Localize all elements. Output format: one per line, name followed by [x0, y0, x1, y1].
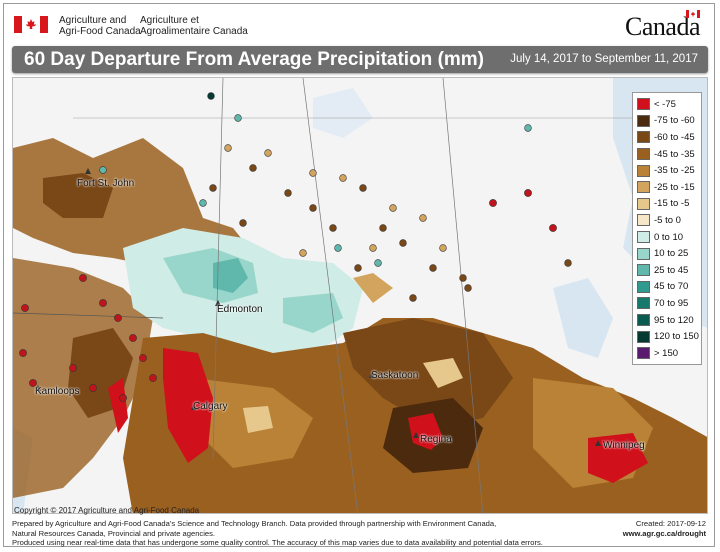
legend-item: 120 to 150 — [637, 328, 699, 345]
place-label: Edmonton — [217, 304, 263, 315]
legend-swatch — [637, 330, 650, 343]
legend-swatch — [637, 197, 650, 210]
legend-item: < -75 — [637, 96, 698, 113]
legend-swatch — [637, 231, 650, 244]
legend-label: 120 to 150 — [654, 331, 699, 343]
date-range: July 14, 2017 to September 11, 2017 — [510, 53, 698, 65]
legend-swatch — [637, 297, 650, 310]
legend-item: 70 to 95 — [637, 295, 698, 312]
footer-meta: Created: 2017-09-12 www.agr.gc.ca/drough… — [623, 519, 706, 538]
footer-line: Natural Resources Canada, Provincial and… — [12, 528, 216, 538]
legend-swatch — [637, 98, 650, 111]
legend-swatch — [637, 114, 650, 127]
place-label: Kamloops — [35, 386, 80, 397]
map-canvas — [13, 78, 707, 513]
agency-en-line1: Agriculture and — [59, 15, 127, 26]
website-link[interactable]: www.agr.gc.ca/drought — [622, 528, 706, 538]
legend: < -75 -75 to -60 -60 to -45 -45 to -35 -… — [632, 92, 702, 365]
legend-item: 25 to 45 — [637, 262, 698, 279]
map-frame: Agriculture and Agri-Food Canada Agricul… — [3, 3, 715, 547]
legend-label: -45 to -35 — [654, 148, 695, 160]
precipitation-map: Fort St. John Edmonton Kamloops Calgary … — [12, 77, 708, 514]
legend-label: > 150 — [654, 347, 679, 359]
legend-label: 95 to 120 — [654, 314, 694, 326]
legend-label: -5 to 0 — [654, 214, 681, 226]
legend-swatch — [637, 131, 650, 144]
legend-label: -75 to -60 — [654, 115, 695, 127]
copyright-notice: Copyright © 2017 Agriculture and Agri-Fo… — [14, 506, 200, 515]
title-bar: 60 Day Departure From Average Precipitat… — [12, 46, 708, 73]
legend-item: 45 to 70 — [637, 279, 698, 296]
footer-line: Prepared by Agriculture and Agri-Food Ca… — [12, 519, 497, 528]
legend-label: 45 to 70 — [654, 281, 689, 293]
legend-label: 0 to 10 — [654, 231, 684, 243]
place-label: Regina — [420, 434, 452, 445]
legend-label: 25 to 45 — [654, 264, 689, 276]
agency-en-line2: Agri-Food Canada — [59, 26, 141, 37]
agency-fr-line1: Agriculture et — [140, 15, 199, 26]
legend-item: 95 to 120 — [637, 312, 698, 329]
legend-item: -25 to -15 — [637, 179, 698, 196]
map-title: 60 Day Departure From Average Precipitat… — [24, 49, 485, 70]
legend-swatch — [637, 247, 650, 260]
legend-label: 70 to 95 — [654, 297, 689, 309]
agency-name-en: Agriculture and Agri-Food Canada — [59, 15, 141, 37]
footer-line: Produced using near real-time data that … — [12, 538, 543, 547]
legend-item: > 150 — [637, 345, 698, 362]
legend-swatch — [637, 164, 650, 177]
legend-item: -60 to -45 — [637, 129, 698, 146]
agency-fr-line2: Agroalimentaire Canada — [140, 26, 248, 37]
legend-item: -75 to -60 — [637, 113, 698, 130]
legend-label: -35 to -25 — [654, 165, 695, 177]
legend-item: 10 to 25 — [637, 245, 698, 262]
legend-label: 10 to 25 — [654, 248, 689, 260]
header: Agriculture and Agri-Food Canada Agricul… — [4, 4, 714, 44]
legend-swatch — [637, 214, 650, 227]
legend-swatch — [637, 280, 650, 293]
footer: Prepared by Agriculture and Agri-Food Ca… — [12, 519, 708, 548]
legend-item: 0 to 10 — [637, 229, 698, 246]
wordmark-flag-icon — [686, 10, 700, 18]
legend-label: -25 to -15 — [654, 181, 695, 193]
place-label: Calgary — [193, 401, 228, 412]
agency-name-fr: Agriculture et Agroalimentaire Canada — [140, 15, 248, 37]
legend-label: -60 to -45 — [654, 131, 695, 143]
legend-item: -45 to -35 — [637, 146, 698, 163]
created-date: Created: 2017-09-12 — [635, 519, 706, 528]
place-label: Winnipeg — [603, 440, 645, 451]
legend-label: -15 to -5 — [654, 198, 690, 210]
legend-item: -35 to -25 — [637, 162, 698, 179]
legend-item: -5 to 0 — [637, 212, 698, 229]
legend-swatch — [637, 148, 650, 161]
legend-swatch — [637, 264, 650, 277]
legend-swatch — [637, 181, 650, 194]
canada-flag-icon — [14, 16, 48, 33]
legend-item: -15 to -5 — [637, 196, 698, 213]
place-label: Fort St. John — [77, 178, 135, 189]
legend-swatch — [637, 347, 650, 360]
legend-label: < -75 — [654, 98, 676, 110]
place-label: Saskatoon — [371, 370, 419, 381]
legend-swatch — [637, 314, 650, 327]
